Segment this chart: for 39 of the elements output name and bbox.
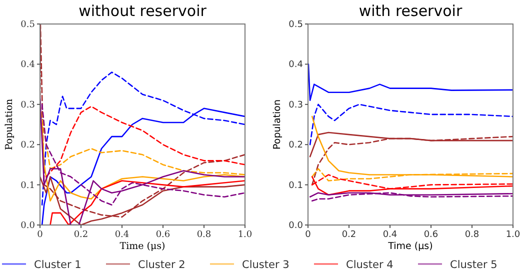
x-axis-title: Time (μs) xyxy=(387,241,433,252)
legend-label: Cluster 5 xyxy=(450,259,498,271)
x-tick-label: 0 xyxy=(305,230,312,240)
line-series xyxy=(311,136,513,186)
x-tick-label: 0.8 xyxy=(464,230,480,240)
y-tick-label: 0.0 xyxy=(20,221,36,231)
y-tick-label: 0.2 xyxy=(288,140,303,151)
x-tick-label: 1.0 xyxy=(238,230,252,240)
chart-title: without reservoir xyxy=(78,2,208,20)
x-tick-label: 0.4 xyxy=(114,230,130,240)
x-tick-label: 1.0 xyxy=(506,230,520,240)
x-tick-label: 0.8 xyxy=(196,230,212,240)
line-series xyxy=(308,64,513,102)
chart-title: with reservoir xyxy=(358,2,463,20)
y-tick-label: 0.3 xyxy=(288,100,303,110)
y-tick-label: 0.5 xyxy=(288,20,303,30)
x-tick-label: 0.4 xyxy=(382,230,398,240)
line-series xyxy=(309,104,513,146)
x-tick-label: 0.6 xyxy=(424,230,438,240)
legend-label: Cluster 4 xyxy=(346,259,394,271)
y-tick-label: 0.1 xyxy=(288,180,303,191)
y-tick-label: 0.4 xyxy=(288,60,304,70)
x-tick-label: 0.2 xyxy=(74,230,88,240)
y-axis-title: Population xyxy=(4,98,15,150)
x-tick-label: 0.2 xyxy=(342,230,356,240)
y-tick-label: 0.0 xyxy=(288,221,304,231)
y-axis-title: Population xyxy=(272,100,283,150)
legend-label: Cluster 1 xyxy=(34,259,82,271)
y-tick-label: 0.3 xyxy=(20,100,36,110)
legend-label: Cluster 3 xyxy=(242,259,290,271)
x-tick-label: 0 xyxy=(37,230,44,240)
y-tick-label: 0.4 xyxy=(20,60,36,70)
y-tick-label: 0.1 xyxy=(20,180,35,191)
line-series xyxy=(311,116,513,178)
y-tick-label: 0.5 xyxy=(20,20,36,30)
x-tick-label: 0.6 xyxy=(156,230,170,240)
x-axis-title: Time (μs) xyxy=(120,241,166,252)
y-tick-label: 0.2 xyxy=(20,140,35,151)
legend-label: Cluster 2 xyxy=(138,259,186,271)
